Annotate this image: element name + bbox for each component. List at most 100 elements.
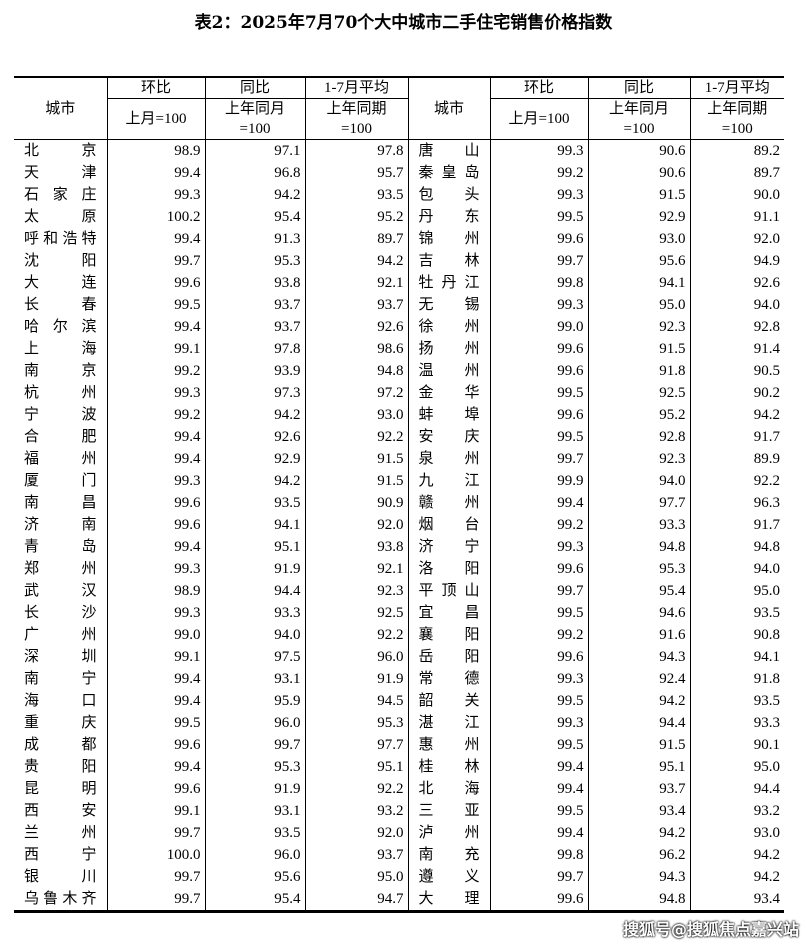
left-yoy-cell: 93.5 xyxy=(204,492,305,514)
right-city-cell: 包头 xyxy=(407,184,490,206)
left-yoy-cell: 96.0 xyxy=(204,844,305,866)
table-row: 武汉 98.9 94.4 92.3 平顶山 99.7 95.4 95.0 xyxy=(14,580,784,602)
left-yoy-cell: 93.7 xyxy=(204,294,305,316)
left-mom-cell: 99.6 xyxy=(106,778,205,800)
header-yoy: 同比 xyxy=(587,76,691,99)
right-yoy-cell: 95.6 xyxy=(587,250,690,272)
left-yoy-cell: 93.1 xyxy=(204,668,305,690)
left-mom-cell: 99.7 xyxy=(106,888,205,913)
right-avg-cell: 94.2 xyxy=(689,844,784,866)
table-row: 厦门 99.3 94.2 91.5 九江 99.9 94.0 92.2 xyxy=(14,470,784,492)
left-mom-cell: 99.4 xyxy=(106,448,205,470)
right-avg-cell: 91.7 xyxy=(689,426,784,448)
left-mom-cell: 99.4 xyxy=(106,536,205,558)
right-avg-cell: 90.5 xyxy=(689,360,784,382)
right-yoy-cell: 94.3 xyxy=(587,866,690,888)
table-row: 昆明 99.6 91.9 92.2 北海 99.4 93.7 94.4 xyxy=(14,778,784,800)
left-avg-cell: 93.7 xyxy=(304,844,408,866)
left-city-cell: 上海 xyxy=(24,341,97,357)
right-avg-cell: 90.1 xyxy=(689,734,784,756)
left-yoy-cell: 94.2 xyxy=(204,184,305,206)
left-mom-cell: 99.1 xyxy=(106,646,205,668)
right-yoy-cell: 93.3 xyxy=(587,514,690,536)
right-yoy-cell: 95.1 xyxy=(587,756,690,778)
table-row: 宁波 99.2 94.2 93.0 蚌埠 99.6 95.2 94.2 xyxy=(14,404,784,426)
left-avg-cell: 93.5 xyxy=(304,184,408,206)
left-city-cell: 天津 xyxy=(24,165,97,181)
left-avg-cell: 97.2 xyxy=(304,382,408,404)
left-mom-cell: 100.2 xyxy=(106,206,205,228)
left-city-cell: 银川 xyxy=(24,869,97,885)
left-mom-cell: 99.3 xyxy=(106,470,205,492)
right-mom-cell: 99.7 xyxy=(489,580,588,602)
left-yoy-cell: 96.8 xyxy=(204,162,305,184)
table-row: 天津 99.4 96.8 95.7 秦皇岛 99.2 90.6 89.7 xyxy=(14,162,784,184)
left-city-cell: 大连 xyxy=(24,275,97,291)
right-avg-cell: 93.5 xyxy=(689,690,784,712)
right-avg-cell: 94.4 xyxy=(689,778,784,800)
left-mom-cell: 98.9 xyxy=(106,580,205,602)
left-yoy-cell: 95.4 xyxy=(204,888,305,913)
left-mom-cell: 98.9 xyxy=(106,139,205,162)
left-city-cell: 昆明 xyxy=(24,781,97,797)
right-yoy-cell: 92.8 xyxy=(587,426,690,448)
right-yoy-cell: 93.0 xyxy=(587,228,690,250)
left-avg-cell: 89.7 xyxy=(304,228,408,250)
left-yoy-cell: 93.3 xyxy=(204,602,305,624)
left-yoy-cell: 95.3 xyxy=(204,756,305,778)
right-mom-cell: 99.4 xyxy=(489,778,588,800)
right-city-cell: 温州 xyxy=(407,360,490,382)
left-mom-cell: 99.3 xyxy=(106,602,205,624)
left-avg-cell: 91.5 xyxy=(304,470,408,492)
left-yoy-cell: 94.0 xyxy=(204,624,305,646)
left-mom-cell: 99.4 xyxy=(106,228,205,250)
right-avg-cell: 94.2 xyxy=(689,404,784,426)
right-mom-cell: 99.3 xyxy=(489,712,588,734)
left-avg-cell: 94.7 xyxy=(304,888,408,913)
right-city-cell: 桂林 xyxy=(407,756,490,778)
left-avg-cell: 95.0 xyxy=(304,866,408,888)
right-city-cell: 赣州 xyxy=(407,492,490,514)
table-row: 重庆 99.5 96.0 95.3 湛江 99.3 94.4 93.3 xyxy=(14,712,784,734)
left-mom-cell: 99.4 xyxy=(106,162,205,184)
header-mom: 环比 xyxy=(106,76,206,99)
header-yoy-base: 上年同月 =100 xyxy=(204,98,306,140)
left-mom-cell: 99.4 xyxy=(106,668,205,690)
header-city: 城市 xyxy=(14,76,108,140)
right-avg-cell: 90.0 xyxy=(689,184,784,206)
left-city-cell: 福州 xyxy=(24,451,97,467)
left-avg-cell: 96.0 xyxy=(304,646,408,668)
left-yoy-cell: 99.7 xyxy=(204,734,305,756)
header-mom-base: 上月=100 xyxy=(489,98,589,140)
right-mom-cell: 99.3 xyxy=(489,184,588,206)
right-avg-cell: 93.2 xyxy=(689,800,784,822)
left-city-cell: 太原 xyxy=(24,209,97,225)
left-mom-cell: 99.4 xyxy=(106,426,205,448)
left-city-cell: 济南 xyxy=(24,517,97,533)
right-yoy-cell: 92.3 xyxy=(587,316,690,338)
table-row: 呼和浩特 99.4 91.3 89.7 锦州 99.6 93.0 92.0 xyxy=(14,228,784,250)
left-yoy-cell: 94.2 xyxy=(204,470,305,492)
right-city-cell: 湛江 xyxy=(407,712,490,734)
right-city-cell: 南充 xyxy=(407,844,490,866)
right-mom-cell: 99.7 xyxy=(489,866,588,888)
table-row: 贵阳 99.4 95.3 95.1 桂林 99.4 95.1 95.0 xyxy=(14,756,784,778)
right-city-cell: 韶关 xyxy=(407,690,490,712)
right-mom-cell: 99.4 xyxy=(489,756,588,778)
right-yoy-cell: 94.0 xyxy=(587,470,690,492)
header-yoy: 同比 xyxy=(204,76,306,99)
left-mom-cell: 99.3 xyxy=(106,382,205,404)
header-city: 城市 xyxy=(407,76,491,140)
right-mom-cell: 99.6 xyxy=(489,646,588,668)
right-city-cell: 洛阳 xyxy=(407,558,490,580)
right-city-cell: 徐州 xyxy=(407,316,490,338)
table-row: 青岛 99.4 95.1 93.8 济宁 99.3 94.8 94.8 xyxy=(14,536,784,558)
left-city-cell: 合肥 xyxy=(24,429,97,445)
left-avg-cell: 92.2 xyxy=(304,624,408,646)
left-avg-cell: 92.6 xyxy=(304,316,408,338)
table-row: 济南 99.6 94.1 92.0 烟台 99.2 93.3 91.7 xyxy=(14,514,784,536)
right-city-cell: 吉林 xyxy=(407,250,490,272)
right-avg-cell: 91.4 xyxy=(689,338,784,360)
right-city-cell: 蚌埠 xyxy=(407,404,490,426)
left-avg-cell: 92.1 xyxy=(304,558,408,580)
